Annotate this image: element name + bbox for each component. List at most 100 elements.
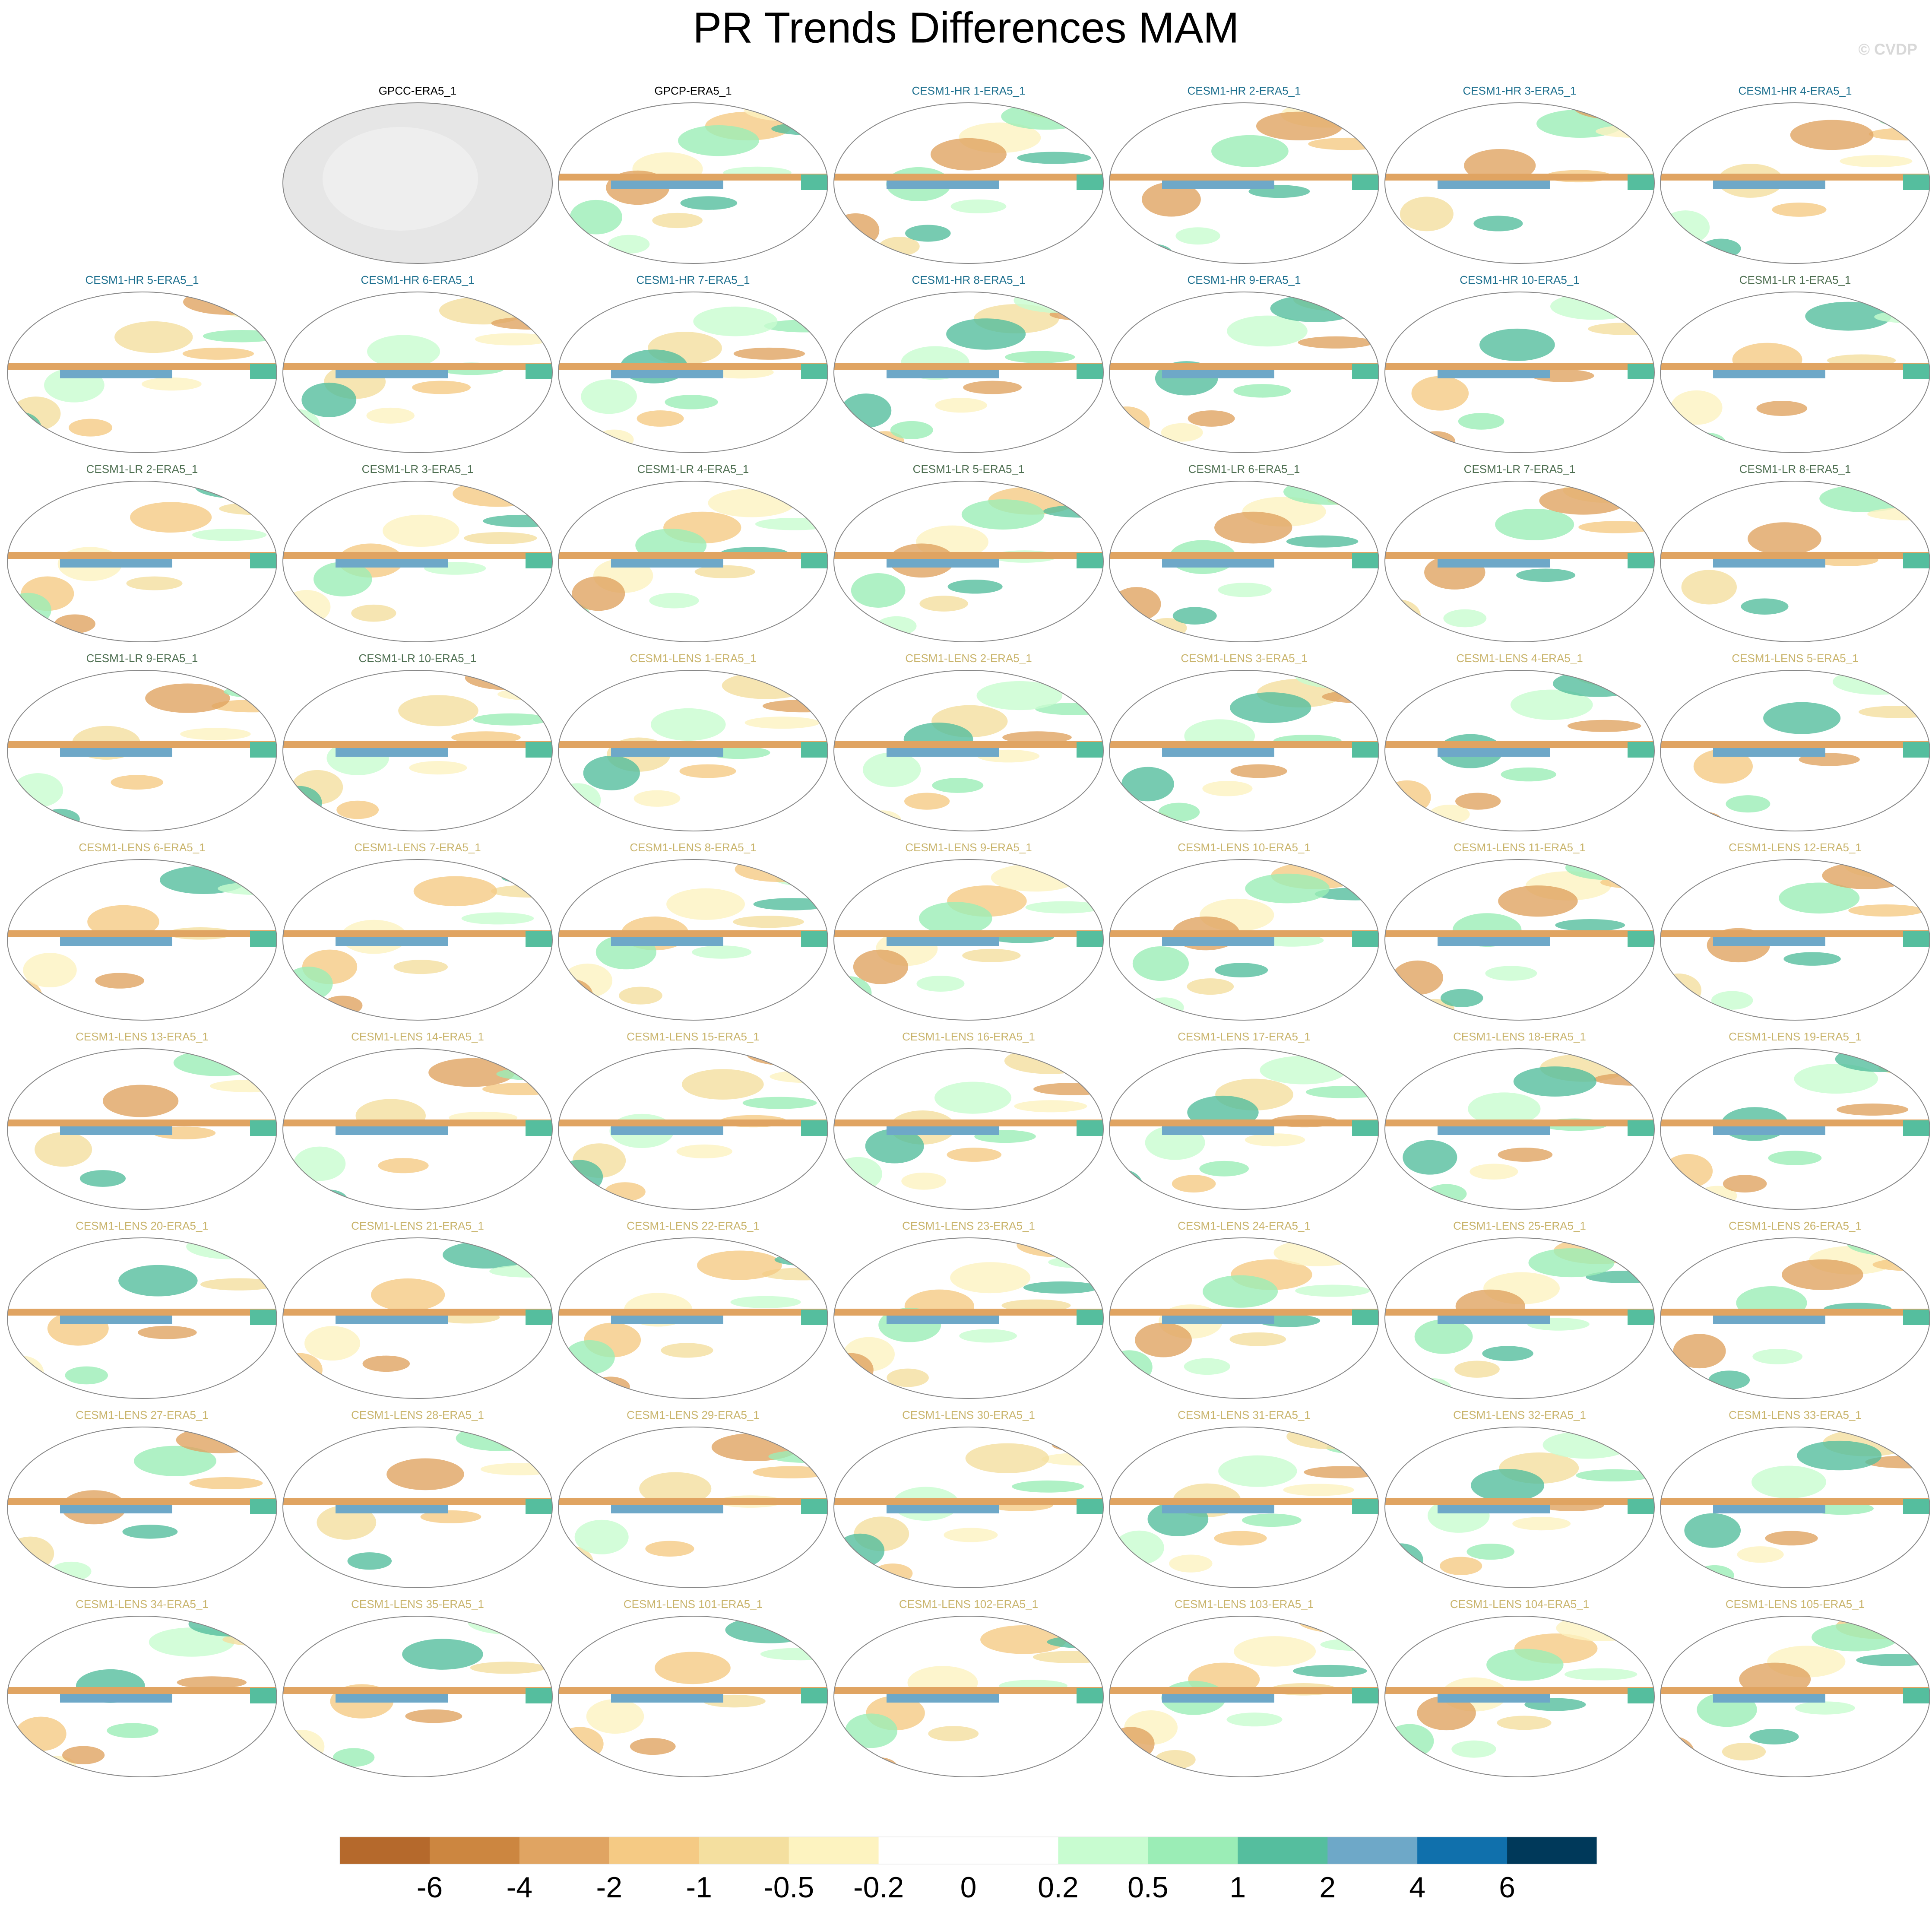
map-border xyxy=(1660,1048,1930,1210)
band xyxy=(1713,181,1825,189)
band xyxy=(283,1687,552,1694)
pattern xyxy=(283,1763,315,1777)
pattern xyxy=(7,1763,30,1777)
panel-title: CESM1-LENS 103-ERA5_1 xyxy=(1175,1598,1314,1611)
map xyxy=(558,670,828,831)
band xyxy=(1109,741,1379,748)
colorbar-box xyxy=(1507,1837,1597,1864)
map-border xyxy=(7,292,277,453)
pattern xyxy=(1805,301,1891,331)
pattern xyxy=(760,1648,828,1661)
map-border xyxy=(833,859,1104,1021)
pattern xyxy=(633,790,681,807)
pattern xyxy=(1468,1092,1541,1126)
pattern xyxy=(7,991,30,1020)
pattern xyxy=(504,1243,552,1258)
pattern xyxy=(1763,702,1841,734)
pattern xyxy=(1304,1466,1379,1478)
pattern xyxy=(1121,767,1174,802)
band xyxy=(611,937,723,946)
pattern xyxy=(1586,1238,1654,1251)
pattern xyxy=(1676,625,1713,642)
pattern xyxy=(1109,1194,1130,1209)
pattern xyxy=(1878,1049,1930,1059)
pattern xyxy=(768,1450,828,1463)
band xyxy=(526,931,552,947)
pattern xyxy=(1298,1616,1379,1633)
pattern xyxy=(959,1329,1017,1343)
pattern xyxy=(65,1366,108,1385)
band xyxy=(1660,1687,1930,1694)
pattern xyxy=(1386,628,1422,642)
band xyxy=(1628,742,1654,758)
pattern xyxy=(1112,1574,1147,1588)
pattern xyxy=(1211,135,1289,167)
pattern xyxy=(619,986,662,1005)
pattern xyxy=(491,317,552,330)
pattern xyxy=(228,488,277,504)
map-border xyxy=(7,1616,277,1777)
band xyxy=(558,363,828,370)
band xyxy=(336,937,448,946)
pattern xyxy=(224,685,277,699)
pattern xyxy=(491,885,552,898)
pattern xyxy=(480,1463,552,1475)
pattern xyxy=(834,1189,852,1209)
panel-title: CESM1-LENS 29-ERA5_1 xyxy=(627,1408,760,1421)
band xyxy=(558,1687,828,1694)
pattern xyxy=(1214,511,1292,544)
band xyxy=(250,364,277,379)
pattern xyxy=(18,1194,54,1209)
pattern xyxy=(1385,248,1405,263)
map-border xyxy=(282,670,553,831)
pattern xyxy=(863,810,902,831)
map-border xyxy=(1384,292,1655,453)
pattern xyxy=(1440,989,1483,1007)
map xyxy=(1660,1427,1930,1588)
panel-title: CESM1-HR 10-ERA5_1 xyxy=(1460,273,1579,286)
pattern xyxy=(283,989,307,1020)
pattern xyxy=(1270,295,1359,322)
pattern xyxy=(283,1567,301,1588)
band xyxy=(250,1310,277,1325)
band xyxy=(1352,1120,1379,1136)
map-border xyxy=(282,1237,553,1399)
pattern xyxy=(558,1763,581,1777)
pattern xyxy=(1513,1066,1596,1097)
pattern xyxy=(1674,1004,1711,1020)
pattern xyxy=(1169,1554,1213,1573)
pattern xyxy=(1027,1427,1103,1443)
pattern xyxy=(1855,481,1930,496)
pattern xyxy=(1660,810,1679,831)
band xyxy=(250,1120,277,1136)
pattern xyxy=(293,1146,346,1181)
pattern xyxy=(1876,103,1930,113)
pattern xyxy=(1057,1616,1103,1632)
pattern xyxy=(7,1574,35,1588)
pattern xyxy=(1124,436,1160,453)
band xyxy=(801,553,828,568)
pattern xyxy=(1326,1441,1379,1455)
map-border xyxy=(833,1048,1104,1210)
band xyxy=(1385,1498,1654,1505)
panel-title: CESM1-HR 8-ERA5_1 xyxy=(912,273,1026,286)
map xyxy=(558,1427,828,1588)
pattern xyxy=(558,250,590,263)
band xyxy=(1109,552,1379,559)
pattern xyxy=(195,481,277,499)
band xyxy=(1162,1694,1274,1703)
band xyxy=(834,174,1103,181)
pattern xyxy=(1142,182,1201,217)
pattern xyxy=(568,1762,604,1777)
pattern xyxy=(1132,946,1189,981)
pattern xyxy=(904,793,950,810)
band xyxy=(1162,937,1274,946)
pattern xyxy=(950,1262,1031,1294)
band xyxy=(1628,364,1654,379)
pattern xyxy=(1882,485,1930,501)
pattern xyxy=(746,1049,828,1066)
pattern xyxy=(765,1427,828,1438)
pattern xyxy=(227,1616,277,1627)
pattern xyxy=(1881,292,1930,303)
pattern xyxy=(1439,1557,1482,1575)
